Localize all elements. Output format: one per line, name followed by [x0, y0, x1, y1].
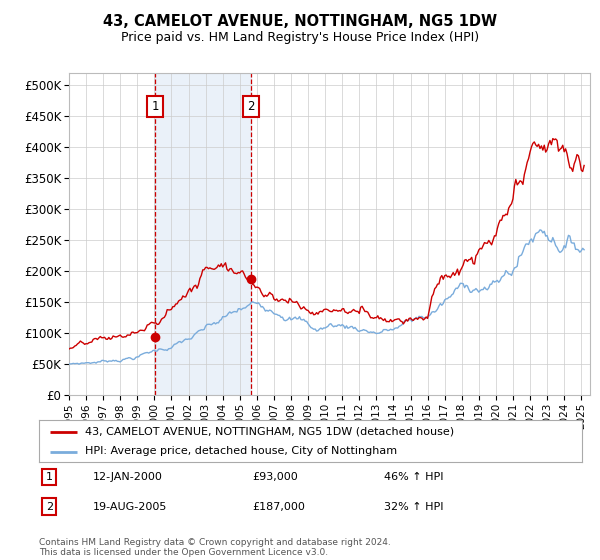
Text: £187,000: £187,000 [252, 502, 305, 512]
Text: 46% ↑ HPI: 46% ↑ HPI [384, 472, 443, 482]
Text: 32% ↑ HPI: 32% ↑ HPI [384, 502, 443, 512]
Text: 2: 2 [247, 100, 254, 113]
Text: £93,000: £93,000 [252, 472, 298, 482]
Text: 43, CAMELOT AVENUE, NOTTINGHAM, NG5 1DW: 43, CAMELOT AVENUE, NOTTINGHAM, NG5 1DW [103, 14, 497, 29]
Text: Price paid vs. HM Land Registry's House Price Index (HPI): Price paid vs. HM Land Registry's House … [121, 31, 479, 44]
Text: 12-JAN-2000: 12-JAN-2000 [93, 472, 163, 482]
Text: Contains HM Land Registry data © Crown copyright and database right 2024.
This d: Contains HM Land Registry data © Crown c… [39, 538, 391, 557]
Bar [155, 73, 251, 395]
Text: 1: 1 [46, 472, 53, 482]
Text: HPI: Average price, detached house, City of Nottingham: HPI: Average price, detached house, City… [85, 446, 397, 456]
Text: 2: 2 [46, 502, 53, 512]
Text: 1: 1 [151, 100, 159, 113]
Text: 43, CAMELOT AVENUE, NOTTINGHAM, NG5 1DW (detached house): 43, CAMELOT AVENUE, NOTTINGHAM, NG5 1DW … [85, 427, 454, 437]
Text: 19-AUG-2005: 19-AUG-2005 [93, 502, 167, 512]
